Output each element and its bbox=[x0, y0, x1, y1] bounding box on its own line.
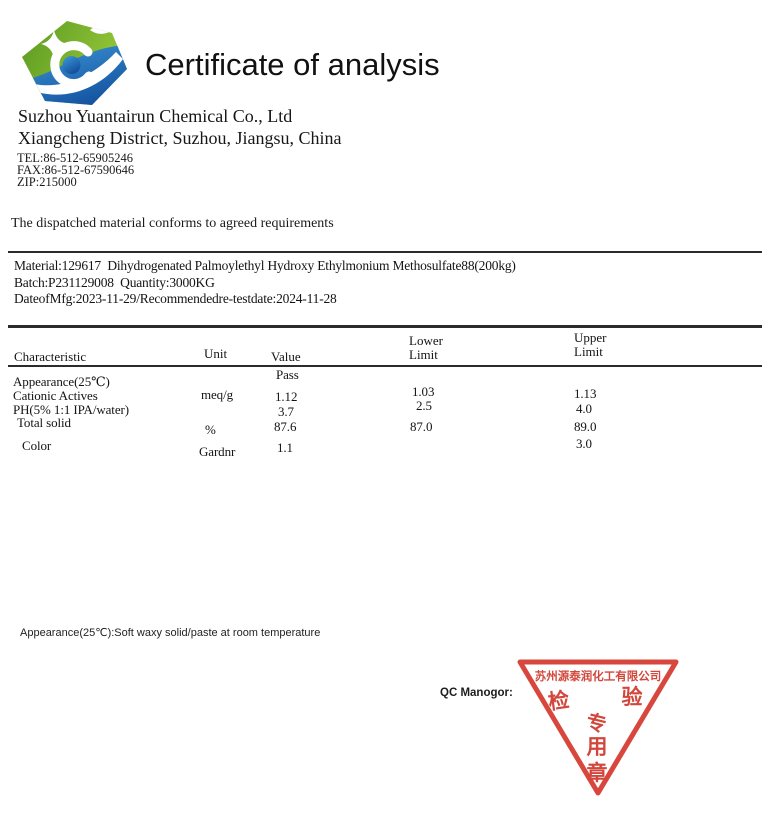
company-tel: TEL:86-512-65905246 bbox=[17, 151, 133, 165]
col-header-characteristic: Characteristic bbox=[14, 349, 87, 364]
company-zip: ZIP:215000 bbox=[17, 175, 77, 189]
table-cell-value: 3.7 bbox=[278, 404, 294, 419]
col-header-lower-limit: Lower Limit bbox=[409, 333, 443, 362]
table-cell-characteristic: Cationic Actives bbox=[13, 388, 98, 403]
divider-top bbox=[8, 251, 762, 253]
appearance-note: Appearance(25℃):Soft waxy solid/paste at… bbox=[20, 627, 321, 639]
col-header-unit: Unit bbox=[204, 346, 228, 361]
table-cell-value: 1.12 bbox=[275, 389, 298, 404]
company-logo-icon bbox=[22, 21, 127, 105]
date-line: DateofMfg:2023-11-29/Recommendedre-testd… bbox=[14, 291, 337, 306]
table-cell-upper: 3.0 bbox=[576, 436, 592, 451]
qc-manager-label: QC Manogor: bbox=[440, 687, 513, 699]
table-cell-upper: 4.0 bbox=[576, 401, 592, 416]
table-cell-value: 1.1 bbox=[277, 440, 293, 455]
table-cell-value: Pass bbox=[276, 367, 299, 382]
company-fax: FAX:86-512-67590646 bbox=[17, 163, 135, 177]
table-cell-lower: 1.03 bbox=[412, 384, 435, 399]
col-header-value: Value bbox=[271, 349, 301, 364]
stamp-triangle-border bbox=[517, 659, 679, 796]
table-cell-unit: Gardnr bbox=[199, 444, 236, 459]
batch-line: Batch:P231129008 Quantity:3000KG bbox=[14, 274, 215, 290]
conformity-statement: The dispatched material conforms to agre… bbox=[11, 216, 334, 231]
col-header-upper-limit: Upper Limit bbox=[574, 330, 607, 359]
table-cell-upper: 89.0 bbox=[574, 419, 597, 434]
table-cell-upper: 1.13 bbox=[574, 386, 597, 401]
table-header-underline bbox=[8, 365, 762, 367]
stamp-char-yong: 用 bbox=[587, 735, 608, 759]
table-cell-lower: 2.5 bbox=[416, 398, 432, 413]
table-cell-unit: meq/g bbox=[201, 387, 233, 402]
table-cell-value: 87.6 bbox=[274, 419, 297, 434]
table-cell-unit: % bbox=[205, 422, 216, 437]
table-cell-characteristic: Total solid bbox=[17, 415, 71, 430]
company-address: Xiangcheng District, Suzhou, Jiangsu, Ch… bbox=[18, 128, 342, 148]
stamp-char-yan: 验 bbox=[622, 685, 643, 709]
table-cell-lower: 87.0 bbox=[410, 419, 433, 434]
material-line: Material:129617 Dihydrogenated Palmoylet… bbox=[14, 258, 516, 273]
stamp-char-jian: 检 bbox=[547, 688, 571, 715]
table-cell-characteristic: Color bbox=[22, 438, 52, 453]
stamp-company-text: 苏州源泰润化工有限公司 bbox=[535, 669, 662, 683]
inspection-stamp: 苏州源泰润化工有限公司 检 验 专 用 章 bbox=[517, 659, 679, 796]
table-cell-characteristic: Appearance(25℃) bbox=[13, 374, 110, 389]
page-title: Certificate of analysis bbox=[145, 47, 440, 82]
stamp-char-zhuan: 专 bbox=[584, 709, 609, 737]
stamp-char-zhang: 章 bbox=[587, 761, 608, 785]
company-name: Suzhou Yuantairun Chemical Co., Ltd bbox=[18, 106, 293, 126]
divider-table-top bbox=[8, 325, 762, 328]
table-cell-characteristic: PH(5% 1:1 IPA/water) bbox=[13, 402, 129, 417]
